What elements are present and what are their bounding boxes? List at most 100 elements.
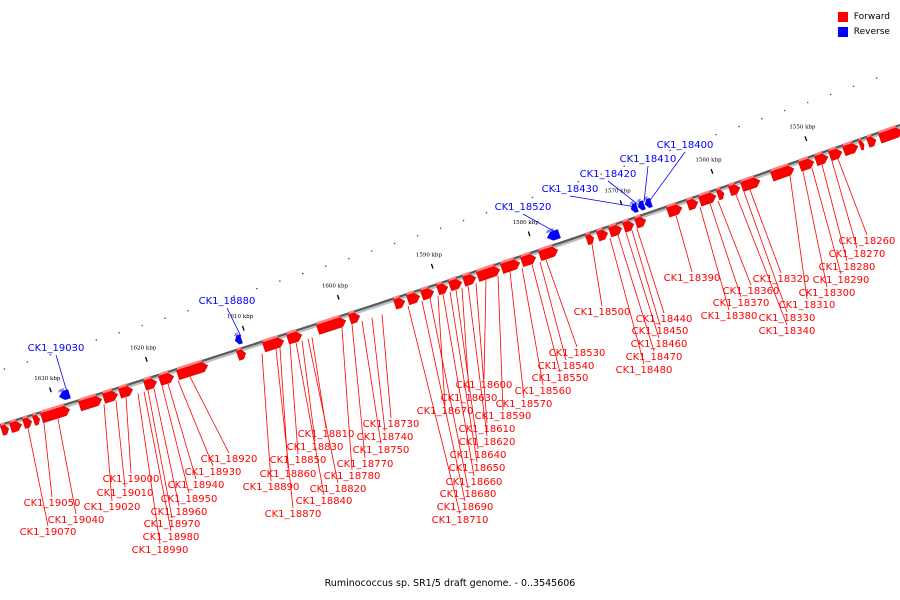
gene-label: CK1_18980	[143, 532, 200, 543]
scale-tick-label: 1560 kbp	[695, 158, 722, 164]
leader-line	[43, 423, 53, 498]
leader-line	[539, 261, 567, 361]
arc-dot	[852, 85, 855, 88]
gene-label: CK1_18500	[574, 307, 631, 318]
gene-label: CK1_18640	[450, 450, 507, 461]
leader-line	[103, 404, 113, 502]
leader-line	[437, 295, 446, 406]
gene-label: CK1_18780	[324, 471, 381, 482]
arc-dot	[416, 235, 419, 237]
forward-gene-arrow	[143, 375, 158, 391]
leader-line	[709, 203, 742, 298]
forward-gene-arrow	[176, 359, 209, 381]
arc-dot	[325, 265, 327, 267]
arc-dot	[600, 173, 602, 175]
leader-line	[407, 305, 461, 515]
gene-label: CK1_18610	[459, 424, 516, 435]
forward-gene-arrow	[158, 370, 175, 386]
arc-dot	[279, 280, 281, 282]
gene-label: CK1_18370	[713, 298, 770, 309]
forward-gene-arrow	[858, 137, 865, 151]
leader-line	[717, 200, 752, 286]
gene-label: CK1_19000	[103, 474, 160, 485]
leader-line	[189, 376, 230, 454]
arc-dot	[875, 77, 878, 79]
leader-line	[137, 393, 161, 545]
arc-dot	[49, 353, 52, 356]
leader-line	[821, 164, 848, 262]
arc-dot	[623, 165, 625, 167]
leader-line	[351, 324, 366, 459]
leader-line	[531, 264, 561, 373]
arc-dot	[348, 257, 350, 260]
gene-label: CK1_18460	[631, 339, 688, 350]
arc-dot	[3, 368, 6, 370]
gene-label: CK1_18870	[265, 509, 322, 520]
scale-tick-label: 1580 kbp	[513, 220, 540, 226]
arc-dot	[692, 141, 694, 144]
leader-line	[743, 191, 788, 313]
forward-gene-arrow	[420, 285, 435, 301]
gene-label: CK1_18340	[759, 326, 816, 337]
leader-line	[607, 180, 639, 205]
leader-line	[27, 428, 49, 527]
forward-gene-arrow	[842, 140, 859, 157]
arc-dot	[187, 310, 189, 312]
leader-line	[143, 391, 172, 532]
leader-line	[831, 160, 858, 249]
gene-label: CK1_18930	[185, 467, 242, 478]
leader-line	[421, 301, 466, 502]
legend-item-reverse: Reverse	[837, 24, 890, 39]
leader-line	[811, 167, 842, 275]
gene-label: CK1_18540	[538, 361, 595, 372]
forward-gene-arrow	[596, 226, 609, 242]
gene-arrows	[0, 124, 900, 436]
gene-label: CK1_18630	[441, 393, 498, 404]
arc-dot	[26, 361, 29, 363]
leader-line	[371, 317, 386, 432]
gene-label: CK1_18890	[243, 482, 300, 493]
forward-gene-arrow	[686, 196, 699, 211]
scale-tick-mark	[144, 356, 148, 362]
gene-label: CK1_18850	[270, 455, 327, 466]
arc-dot	[577, 181, 580, 183]
arc-dot	[233, 295, 235, 297]
forward-gene-arrow	[814, 150, 829, 167]
forward-gene-arrow	[348, 309, 361, 325]
gene-label: CK1_18600	[456, 380, 513, 391]
forward-gene-arrow	[500, 256, 521, 274]
scale-tick-label: 1600 kbp	[322, 283, 349, 289]
forward-gene-arrow	[40, 403, 71, 424]
arc-dot	[439, 227, 442, 229]
leader-line	[177, 380, 214, 467]
leader-line	[837, 158, 868, 236]
gene-label: CK1_18440	[636, 314, 693, 325]
reverse-gene-arrow	[643, 196, 653, 209]
leader-line	[802, 171, 828, 288]
leader-line	[545, 259, 578, 348]
forward-gene-arrow	[78, 393, 103, 412]
gene-label: CK1_18990	[132, 545, 189, 556]
label-leader-lines	[27, 151, 868, 545]
forward-gene-arrow	[608, 222, 623, 238]
gene-label: CK1_18960	[151, 507, 208, 518]
gene-label: CK1_18840	[296, 496, 353, 507]
scale-tick-label: 1620 kbp	[130, 345, 157, 351]
gene-label: CK1_18750	[353, 445, 410, 456]
gene-label: CK1_18530	[549, 348, 606, 359]
leader-line	[699, 206, 730, 311]
arc-dot	[806, 101, 809, 104]
gene-label: CK1_18650	[449, 463, 506, 474]
leader-line	[57, 418, 77, 515]
gene-label: CK1_18420	[580, 169, 637, 180]
gene-label: CK1_18300	[799, 288, 856, 299]
leader-line	[749, 189, 782, 274]
scale-tick-mark	[430, 263, 434, 269]
forward-gene-arrow	[740, 174, 761, 192]
leader-line	[442, 294, 475, 477]
scale-tick-mark	[49, 387, 52, 393]
forward-gene-arrow	[118, 383, 134, 399]
figure-caption: Ruminococcus sp. SR1/5 draft genome. - 0…	[324, 578, 576, 589]
leader-line	[147, 390, 173, 519]
leader-line	[153, 388, 180, 507]
